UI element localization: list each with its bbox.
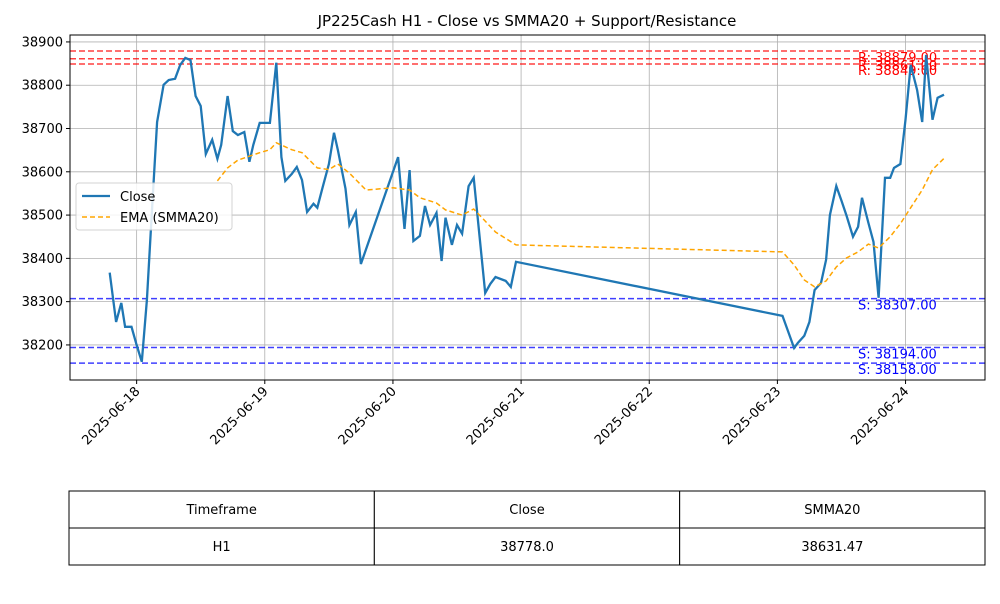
table-cell	[373, 527, 681, 566]
y-tick-label: 38200	[22, 338, 63, 353]
series-line	[108, 54, 945, 363]
level-label: S: 38194.00	[858, 348, 937, 363]
x-tick-label: 2025-06-18	[79, 384, 143, 448]
x-tick-label: 2025-06-23	[720, 384, 784, 448]
table-header: Close	[509, 503, 544, 518]
chart-title: JP225Cash H1 - Close vs SMMA20 + Support…	[317, 12, 737, 30]
table-value: H1	[213, 540, 231, 555]
y-tick-label: 38500	[22, 209, 63, 224]
legend-label: Close	[120, 190, 155, 205]
legend-label: EMA (SMMA20)	[120, 211, 219, 226]
series-line	[216, 141, 945, 288]
table-cell	[679, 490, 986, 529]
legend-box	[75, 182, 233, 231]
table-header: SMMA20	[804, 503, 860, 518]
x-tick-label: 2025-06-20	[336, 384, 400, 448]
y-tick-label: 38600	[22, 165, 63, 180]
y-tick-label: 38900	[22, 35, 63, 50]
x-tick-label: 2025-06-24	[848, 384, 912, 448]
table-value: 38631.47	[801, 540, 863, 555]
level-label: R: 38879.00	[858, 51, 937, 66]
table-header: Timeframe	[185, 503, 256, 518]
level-label: R: 38849.00	[858, 64, 937, 79]
level-label: S: 38307.00	[858, 299, 937, 314]
table-value: 38778.0	[500, 540, 554, 555]
level-label: S: 38158.00	[858, 363, 937, 378]
y-tick-label: 38700	[22, 122, 63, 137]
x-tick-label: 2025-06-22	[592, 384, 656, 448]
plot-frame	[69, 34, 986, 381]
x-tick-label: 2025-06-19	[208, 384, 272, 448]
level-label: R: 38861.00	[858, 59, 937, 74]
y-tick-label: 38300	[22, 295, 63, 310]
table-cell	[679, 527, 986, 566]
x-tick-label: 2025-06-21	[464, 384, 528, 448]
y-tick-label: 38800	[22, 79, 63, 94]
y-tick-label: 38400	[22, 252, 63, 267]
table-cell	[68, 527, 375, 566]
